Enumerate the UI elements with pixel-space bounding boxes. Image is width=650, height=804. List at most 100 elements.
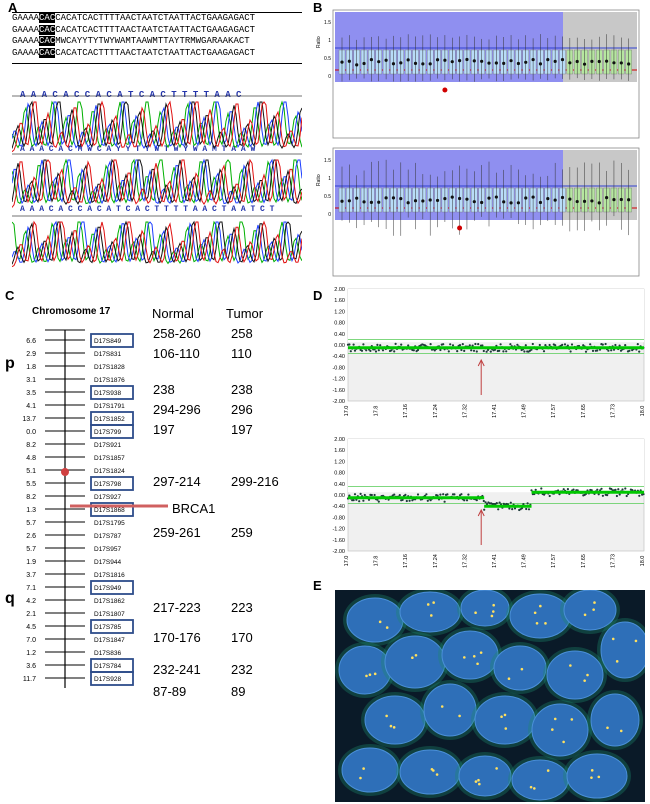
marker-name: D17S787 [94,533,121,540]
fish-signal-spot [490,614,494,618]
probe-point [480,59,484,63]
marker-distance: 3.7 [26,572,36,579]
cnv-data-point [379,344,382,347]
cnv-data-point [470,349,473,352]
probe-point [443,58,447,62]
cnv-data-point [499,343,502,346]
marker-name: D17S836 [94,650,121,657]
fish-nucleus [511,759,569,801]
marker-distance: 0.0 [26,429,36,436]
probe-point [627,62,631,66]
cnv-data-point [467,493,470,496]
fish-signal-spot [590,776,593,779]
fish-nucleus [441,630,499,680]
cnv-data-point [614,488,617,491]
cnv-data-point [453,493,456,496]
probe-point [450,60,454,64]
panel-e-fish-image [335,590,645,802]
sequence-highlight: CAC [39,47,56,58]
probe-point [384,196,388,200]
cnv-data-point [374,350,378,353]
marker-name: D17S1857 [94,455,125,462]
probe-point [428,198,432,202]
cnv-data-point [621,488,624,491]
cnv-y-tick-label: 0.80 [334,471,345,477]
marker-name: D17S799 [94,429,121,436]
cnv-data-point [584,350,588,353]
fish-signal-spot [479,651,483,654]
cnv-data-point [631,489,634,492]
cnv-x-tick-label: 17.16 [403,554,409,568]
fish-signal-spot [546,769,550,772]
cnv-data-point [449,343,452,346]
sequence-rest: CACATCACTTTTAACTAATCTAATTACTGAAGAGACT [55,13,256,23]
fish-signal-spot [463,656,466,659]
cnv-data-point [460,493,463,496]
cnv-y-tick-label: 0.80 [334,321,345,327]
breakpoint-arrow-head [477,358,485,367]
probe-point [494,61,498,65]
marker-name: D17S785 [94,624,121,631]
probe-point [553,59,557,63]
cnv-data-point [534,488,537,491]
chromatograms [12,95,302,267]
ratio-tick-label: 0.5 [324,194,331,200]
ratio-tick-label: 1.5 [324,20,331,26]
allele-normal: 297-214 [153,474,201,489]
cnv-data-point [610,487,613,491]
cnv-data-point [412,349,415,352]
fish-signal-spot [533,787,536,790]
fish-signal-spot [615,660,619,663]
marker-distance: 1.3 [26,507,36,514]
cnv-data-point [460,348,463,352]
cnv-plot-upper [348,439,644,493]
cnv-data-point [439,493,442,496]
fish-signal-spot [544,622,547,625]
probe-point [531,57,535,62]
cnv-y-tick-label: 0.40 [334,482,345,488]
fish-signal-spot [583,679,586,682]
cnv-data-point [426,499,429,502]
chromosome-title: Chromosome 17 [32,306,111,317]
probe-point [399,61,403,65]
probe-point [421,62,425,66]
marker-name: D17S949 [94,585,121,592]
fish-signal-spot [389,724,393,728]
marker-box [90,502,134,517]
allele-normal: 170-176 [153,630,201,645]
fish-signal-spot [414,654,418,657]
fish-signal-spot [492,610,495,613]
cnv-data-point [527,508,531,511]
probe-point [369,57,373,62]
cnv-y-tick-label: 1.20 [334,309,345,315]
probe-point [340,60,344,64]
cnv-y-tick-label: -0.40 [332,504,345,510]
fish-signal-spot [435,773,439,776]
cnv-data-point [359,492,362,495]
cnv-data-point [591,349,595,352]
cnv-y-tick-label: -0.40 [332,354,345,360]
cnv-data-point [596,349,599,352]
probe-point [546,58,550,62]
cnv-data-point [601,343,604,346]
probe-point [472,59,476,63]
panel-label-e: E [313,578,322,593]
marker-name: D17S921 [94,442,121,449]
cnv-data-point [614,343,617,347]
probe-point [494,195,498,199]
cnv-x-tick-label: 17.57 [551,404,557,418]
probe-point [355,196,359,200]
cnv-data-point [498,501,501,504]
cnv-data-point [582,344,585,347]
cnv-data-point [369,349,372,352]
fish-signal-spot [392,726,396,729]
fish-nucleus [493,645,547,691]
allele-tumor: 259 [231,525,253,540]
fish-signal-spot [634,639,638,643]
centromere [61,468,69,476]
fish-signal-spot [385,714,388,718]
cnv-data-point [572,488,575,491]
probe-point [605,195,609,200]
cnv-data-point [566,488,569,491]
cnv-data-point [373,493,376,497]
